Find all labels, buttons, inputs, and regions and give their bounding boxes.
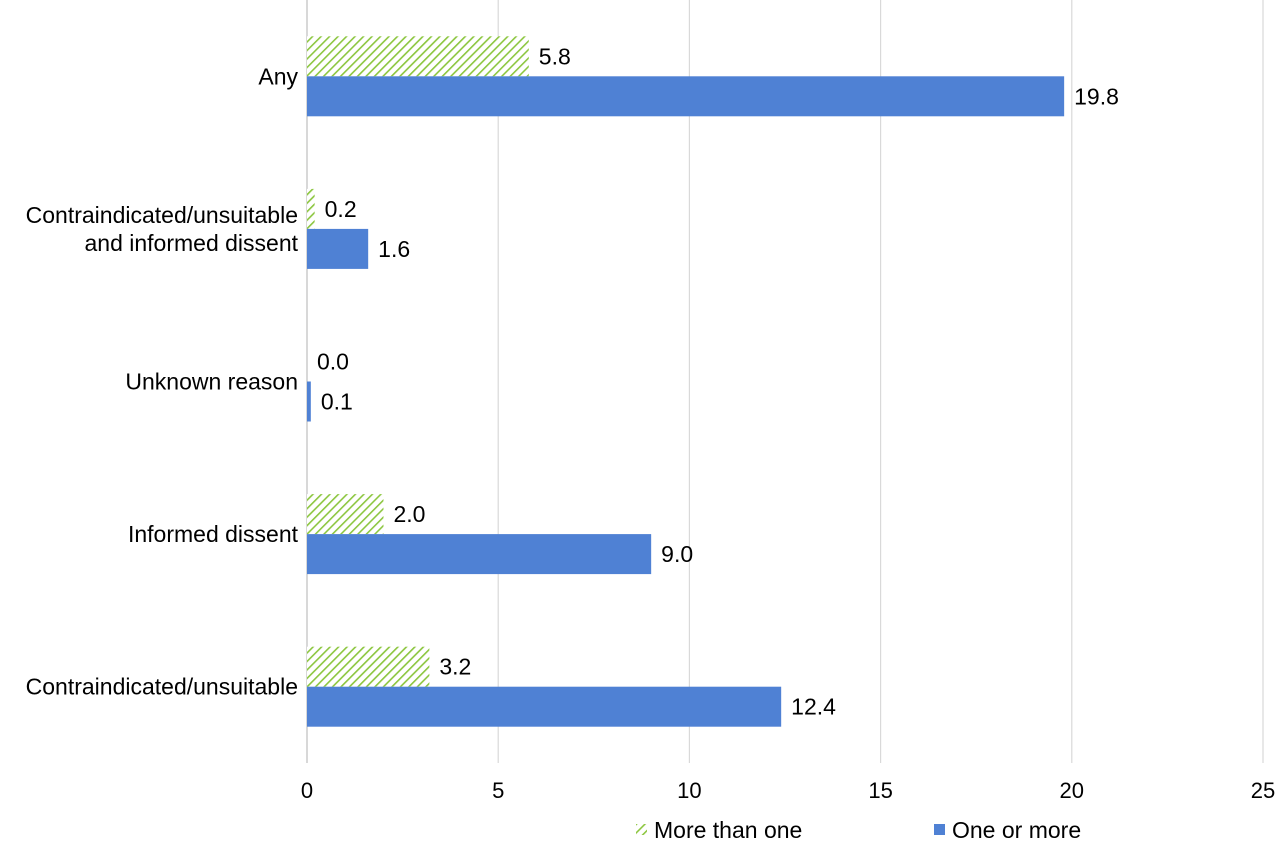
bars (307, 36, 1065, 727)
bar-more-than-one (307, 494, 384, 535)
data-label: 2.0 (393, 501, 425, 527)
data-label: 0.0 (317, 349, 349, 375)
x-tick-label: 0 (301, 778, 313, 803)
x-tick-label: 20 (1060, 778, 1084, 803)
bar-more-than-one (307, 646, 430, 687)
data-label: 0.1 (321, 389, 353, 415)
bar-more-than-one (307, 36, 529, 77)
data-labels: 5.8 19.8 0.2 1.6 0.0 0.1 2.0 9.0 3.2 12.4 (317, 43, 1119, 719)
x-tick-label: 15 (868, 778, 892, 803)
bar-more-than-one (307, 188, 315, 229)
x-tick-label: 10 (677, 778, 701, 803)
bar-one-or-more (307, 76, 1065, 117)
category-label: Contraindicated/unsuitable (26, 202, 298, 228)
bar-one-or-more (307, 228, 369, 269)
legend: More than one One or more (636, 817, 1081, 843)
bar-one-or-more (307, 686, 782, 727)
legend-label: One or more (952, 817, 1081, 843)
category-label: and informed dissent (84, 230, 298, 256)
data-label: 1.6 (378, 236, 410, 262)
legend-swatch (934, 824, 945, 835)
x-tick-label: 25 (1251, 778, 1275, 803)
data-label: 5.8 (539, 43, 571, 69)
category-label: Unknown reason (125, 369, 298, 395)
gridlines (306, 0, 1264, 763)
data-label: 9.0 (661, 541, 693, 567)
bar-one-or-more (307, 534, 652, 575)
category-label: Any (258, 63, 298, 89)
bar-one-or-more (307, 381, 311, 422)
category-label: Informed dissent (128, 521, 299, 547)
x-tick-label: 5 (492, 778, 504, 803)
x-axis-ticks: 0 5 10 15 20 25 (301, 778, 1275, 803)
legend-swatch (636, 824, 647, 835)
legend-label: More than one (654, 817, 802, 843)
data-label: 19.8 (1074, 83, 1119, 109)
data-label: 3.2 (439, 654, 471, 680)
category-label: Contraindicated/unsuitable (26, 674, 298, 700)
data-label: 12.4 (791, 694, 836, 720)
data-label: 0.2 (325, 196, 357, 222)
